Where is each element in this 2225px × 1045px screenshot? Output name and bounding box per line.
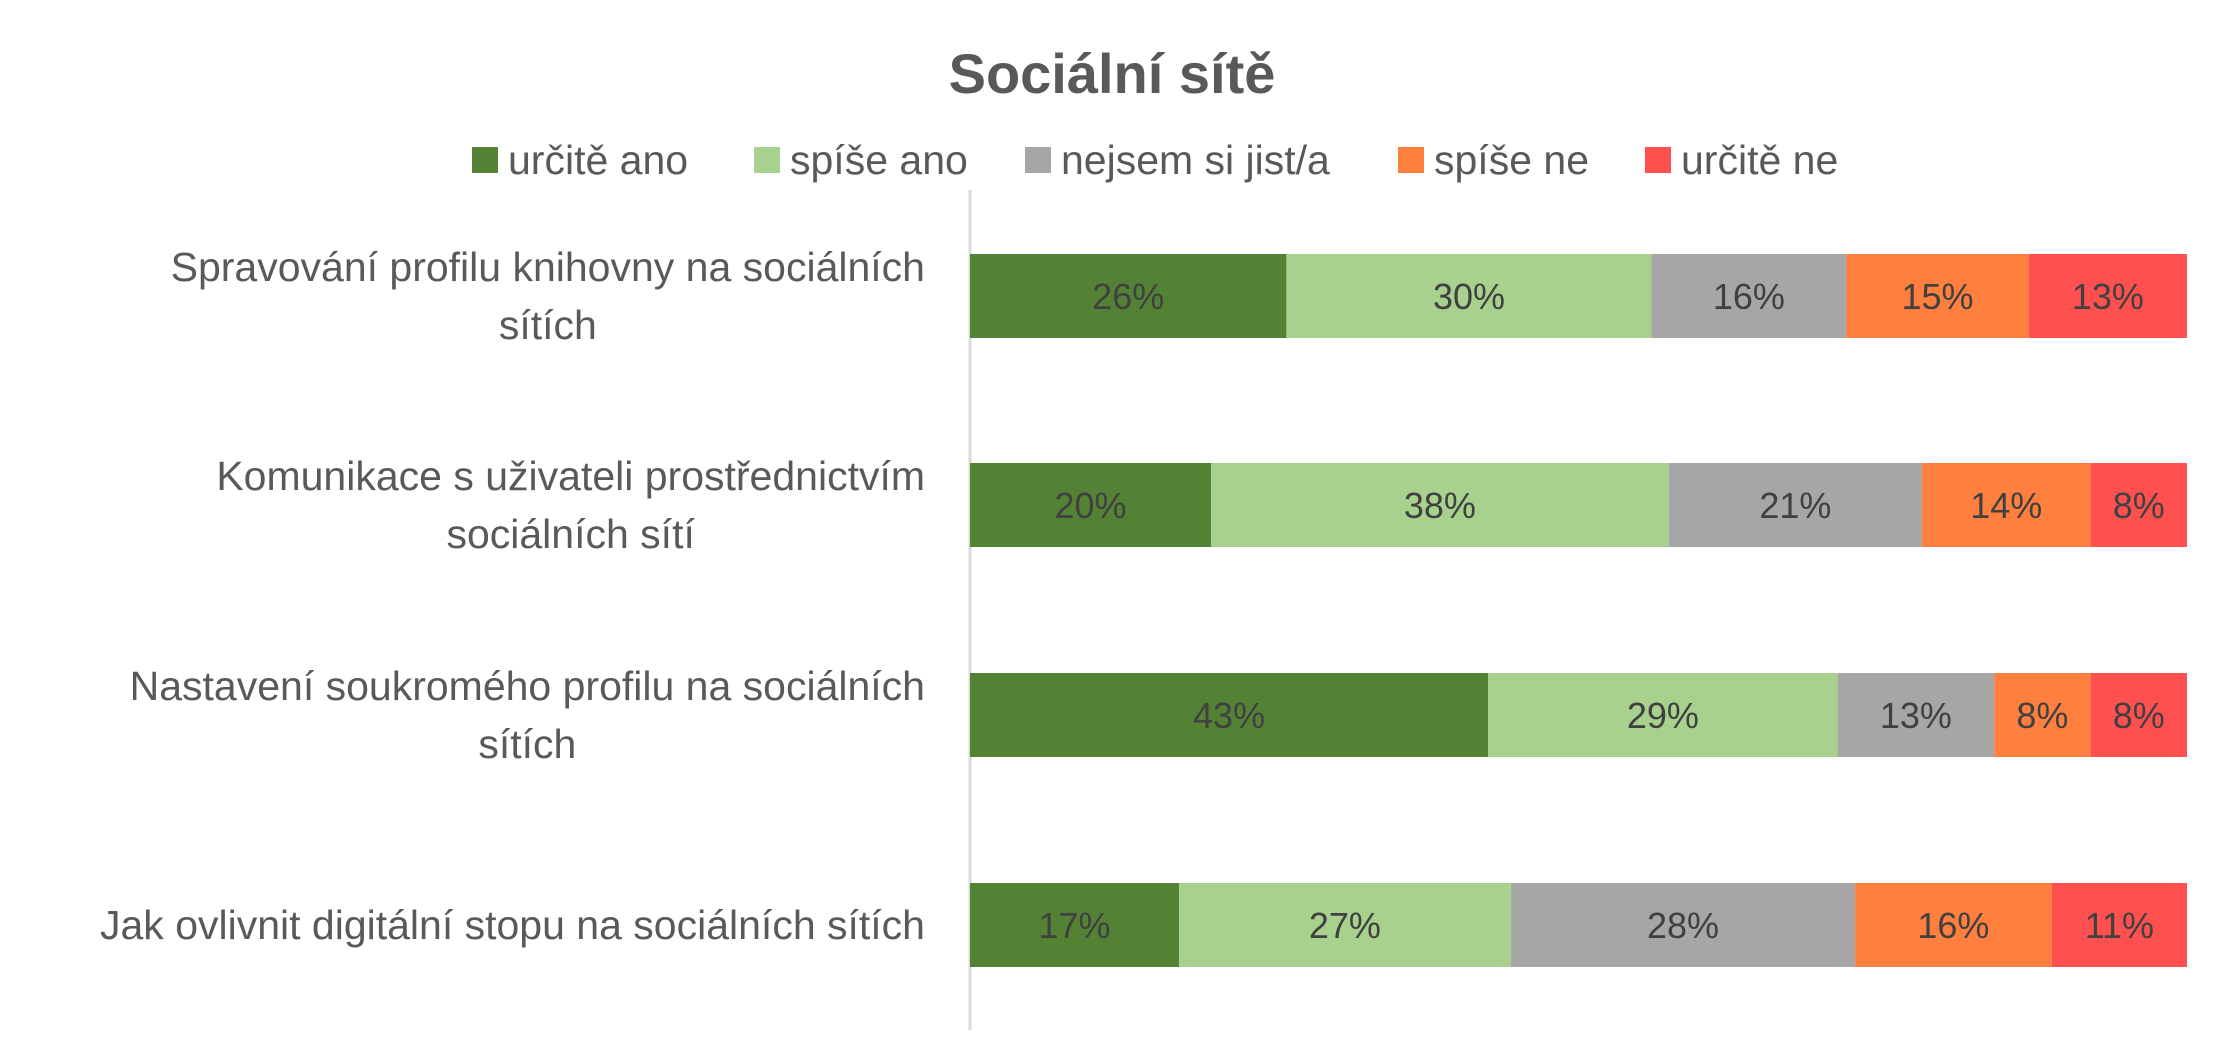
category-label: Komunikace s uživateli prostřednictvím: [216, 453, 925, 499]
legend-label-spise-ano: spíše ano: [790, 137, 968, 183]
data-label: 21%: [1759, 485, 1831, 526]
data-label: 29%: [1627, 695, 1699, 736]
category-label: Nastavení soukromého profilu na sociální…: [130, 663, 925, 709]
bar-segment-urcite-ne: [2090, 463, 2187, 547]
data-label: 15%: [1901, 276, 1973, 317]
data-label: 14%: [1970, 485, 2042, 526]
data-label: 8%: [2016, 695, 2068, 736]
bar-segment-spise-ano: [1178, 883, 1511, 967]
bar-segment-spise-ne: [1921, 463, 2091, 547]
legend-label-urcite-ano: určitě ano: [508, 137, 688, 183]
data-label: 11%: [2085, 905, 2154, 946]
bar-segment-urcite-ne: [2090, 673, 2187, 757]
legend-label-urcite-ne: určitě ne: [1681, 137, 1838, 183]
data-label: 28%: [1647, 905, 1719, 946]
category-label: Jak ovlivnit digitální stopu na sociální…: [100, 902, 925, 948]
category-label: sociálních sítí: [446, 511, 695, 557]
legend-swatch-urcite-ne: [1645, 147, 1671, 173]
data-label: 13%: [1880, 695, 1952, 736]
chart-title: Sociální sítě: [949, 42, 1276, 105]
legend-swatch-nejsem-si-jist-a: [1025, 147, 1051, 173]
legend: určitě ano spíše ano nejsem si jist/a spíše…: [472, 137, 1838, 183]
data-label: 17%: [1038, 905, 1110, 946]
bar-segment-nejsem-si-jist-a: [1837, 673, 1995, 757]
bar-segment-spise-ne: [1994, 673, 2091, 757]
legend-swatch-spise-ano: [754, 147, 780, 173]
data-label: 43%: [1193, 695, 1265, 736]
bar-segment-spise-ano: [1210, 463, 1669, 547]
bar-segment-spise-ano: [1286, 254, 1652, 338]
legend-label-nejsem-si-jist-a: nejsem si jist/a: [1061, 137, 1330, 183]
category-label: sítích: [478, 721, 576, 767]
bar-segment-nejsem-si-jist-a: [1510, 883, 1856, 967]
bar-segment-urcite-ano: [970, 463, 1211, 547]
bar-segment-nejsem-si-jist-a: [1668, 463, 1922, 547]
bar-segment-nejsem-si-jist-a: [1651, 254, 1847, 338]
category-label: sítích: [499, 302, 597, 348]
data-label: 30%: [1433, 276, 1505, 317]
data-label: 16%: [1713, 276, 1785, 317]
bar-segment-urcite-ano: [970, 883, 1179, 967]
bar-segment-spise-ne: [1855, 883, 2052, 967]
data-label: 8%: [2113, 695, 2165, 736]
legend-swatch-spise-ne: [1398, 147, 1424, 173]
bar-segment-urcite-ne: [2028, 254, 2187, 338]
data-label: 38%: [1404, 485, 1476, 526]
bar-segment-spise-ne: [1846, 254, 2029, 338]
data-label: 20%: [1054, 485, 1126, 526]
data-label: 13%: [2072, 276, 2144, 317]
bar-segment-urcite-ne: [2051, 883, 2187, 967]
legend-swatch-urcite-ano: [472, 147, 498, 173]
bar-segment-urcite-ano: [970, 254, 1287, 338]
bar-segment-urcite-ano: [970, 673, 1489, 757]
category-labels: Spravování profilu knihovny na sociálníc…: [100, 244, 925, 948]
bars: 26% 30% 16% 15% 13% 20% 38% 21% 14% 8% 43% 29% 13% 8%…: [970, 254, 2187, 967]
data-label: 8%: [2113, 485, 2165, 526]
bar-segment-spise-ano: [1488, 673, 1838, 757]
legend-label-spise-ne: spíše ne: [1434, 137, 1589, 183]
data-label: 27%: [1309, 905, 1381, 946]
category-label: Spravování profilu knihovny na sociálníc…: [171, 244, 925, 290]
data-label: 26%: [1092, 276, 1164, 317]
data-label: 16%: [1917, 905, 1989, 946]
